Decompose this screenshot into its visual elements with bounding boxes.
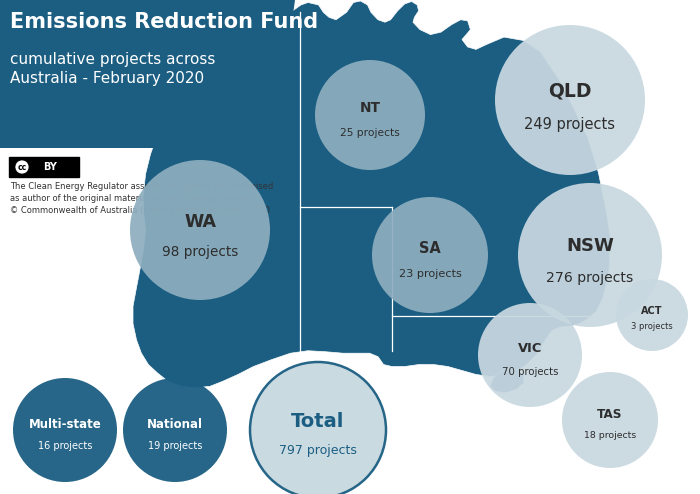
Circle shape [478,303,582,407]
Circle shape [123,378,227,482]
Text: 249 projects: 249 projects [524,117,615,131]
Text: 98 projects: 98 projects [162,246,238,259]
Circle shape [518,183,662,327]
Text: Total: Total [291,412,344,431]
FancyBboxPatch shape [9,157,79,177]
Text: ACT: ACT [641,306,663,316]
Text: BY: BY [43,162,57,172]
Polygon shape [0,0,295,148]
Text: NSW: NSW [566,237,614,255]
Text: 70 projects: 70 projects [502,367,559,376]
Text: 18 projects: 18 projects [584,431,636,440]
Text: cumulative projects across
Australia - February 2020: cumulative projects across Australia - F… [10,52,216,86]
Circle shape [15,160,29,174]
Circle shape [495,25,645,175]
Text: 276 projects: 276 projects [547,271,634,285]
Text: 19 projects: 19 projects [148,441,202,451]
Text: 25 projects: 25 projects [340,127,400,138]
Circle shape [315,60,425,170]
Text: SA: SA [419,241,441,255]
Text: 16 projects: 16 projects [38,441,92,451]
Circle shape [372,197,488,313]
Text: NT: NT [360,101,381,116]
Circle shape [130,160,270,300]
Polygon shape [490,368,524,393]
Text: 23 projects: 23 projects [398,269,461,279]
Text: QLD: QLD [548,82,592,100]
Text: cc: cc [18,163,27,171]
Text: National: National [147,418,203,431]
Text: 3 projects: 3 projects [631,322,673,331]
Polygon shape [133,1,610,388]
Text: The Clean Energy Regulator asserts the right to be recognised
as author of the o: The Clean Energy Regulator asserts the r… [10,182,273,214]
Circle shape [13,378,117,482]
Text: Emissions Reduction Fund: Emissions Reduction Fund [10,12,318,32]
Text: VIC: VIC [518,342,542,355]
Circle shape [616,279,688,351]
Text: Multi-state: Multi-state [29,418,101,431]
Text: 797 projects: 797 projects [279,444,357,457]
Text: WA: WA [184,212,216,231]
Text: TAS: TAS [597,408,623,421]
Circle shape [250,362,386,494]
Circle shape [562,372,658,468]
